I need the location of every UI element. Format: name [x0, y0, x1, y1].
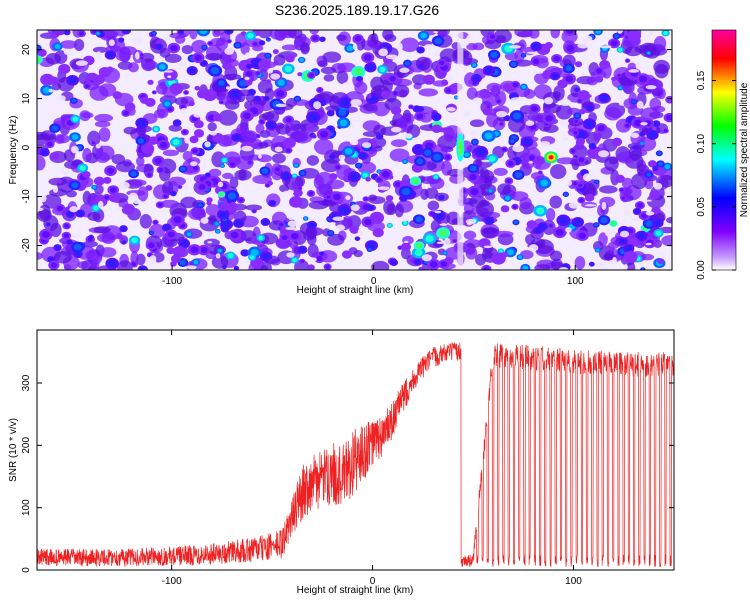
spectrogram-x-axis-label: Height of straight line (km) [297, 285, 414, 296]
spectrogram-y-axis-label: Frequency (Hz) [8, 116, 19, 185]
colorbar-label: Normalized spectral amplitude [739, 82, 750, 217]
snr-x-tick-label: -100 [162, 576, 182, 587]
snr-x-ticks: -100 0 100 [162, 330, 582, 587]
spectrogram-x-ticks: -100 0 100 [162, 30, 584, 287]
feature-core [548, 155, 554, 160]
feature-core [457, 138, 463, 157]
snr-y-tick-label: 100 [21, 499, 32, 516]
spectrogram-x-tick-label: -100 [162, 276, 182, 287]
snr-frame [36, 329, 675, 571]
colorbar-tick-label: 0.10 [696, 134, 707, 154]
figure-title: S236.2025.189.19.17.G26 [275, 2, 439, 18]
colorbar-gradient [711, 29, 737, 271]
snr-y-tick-label: 0 [21, 567, 32, 573]
snr-x-tick-label: 100 [565, 576, 582, 587]
spectrogram-y-tick-label: 20 [21, 44, 32, 56]
snr-y-tick-label: 300 [21, 374, 32, 391]
snr-y-tick-label: 200 [21, 437, 32, 454]
spectrogram-blobs [37, 30, 672, 270]
spectrogram-frame [36, 29, 673, 271]
spectrogram-y-ticks: -20 -10 0 10 20 [21, 44, 672, 253]
snr-x-tick-label: 0 [370, 576, 376, 587]
spectrogram-y-tick-label: -10 [21, 189, 32, 204]
spectrogram-x-tick-label: 100 [567, 276, 584, 287]
snr-y-axis-label: SNR (10 * v/v) [8, 418, 19, 482]
spectrogram-y-tick-label: 0 [21, 144, 32, 150]
spectrogram-y-tick-label: -20 [21, 238, 32, 253]
spectrogram-y-tick-label: 10 [21, 93, 32, 105]
spectrogram-x-tick-label: 0 [371, 276, 377, 287]
snr-series-line [37, 342, 674, 568]
colorbar: 0.00 0.05 0.10 0.15 Normalized spectral amp… [696, 29, 750, 280]
colorbar-ticks: 0.00 0.05 0.10 0.15 [696, 70, 736, 280]
colorbar-tick-label: 0.00 [696, 260, 707, 280]
colorbar-tick-label: 0.05 [696, 197, 707, 217]
snr-panel: -100 0 100 0 100 200 300 Height of straight l… [8, 329, 675, 596]
snr-x-axis-label: Height of straight line (km) [297, 585, 414, 596]
snr-y-ticks: 0 100 200 300 [21, 374, 674, 573]
colorbar-tick-label: 0.15 [696, 70, 707, 90]
